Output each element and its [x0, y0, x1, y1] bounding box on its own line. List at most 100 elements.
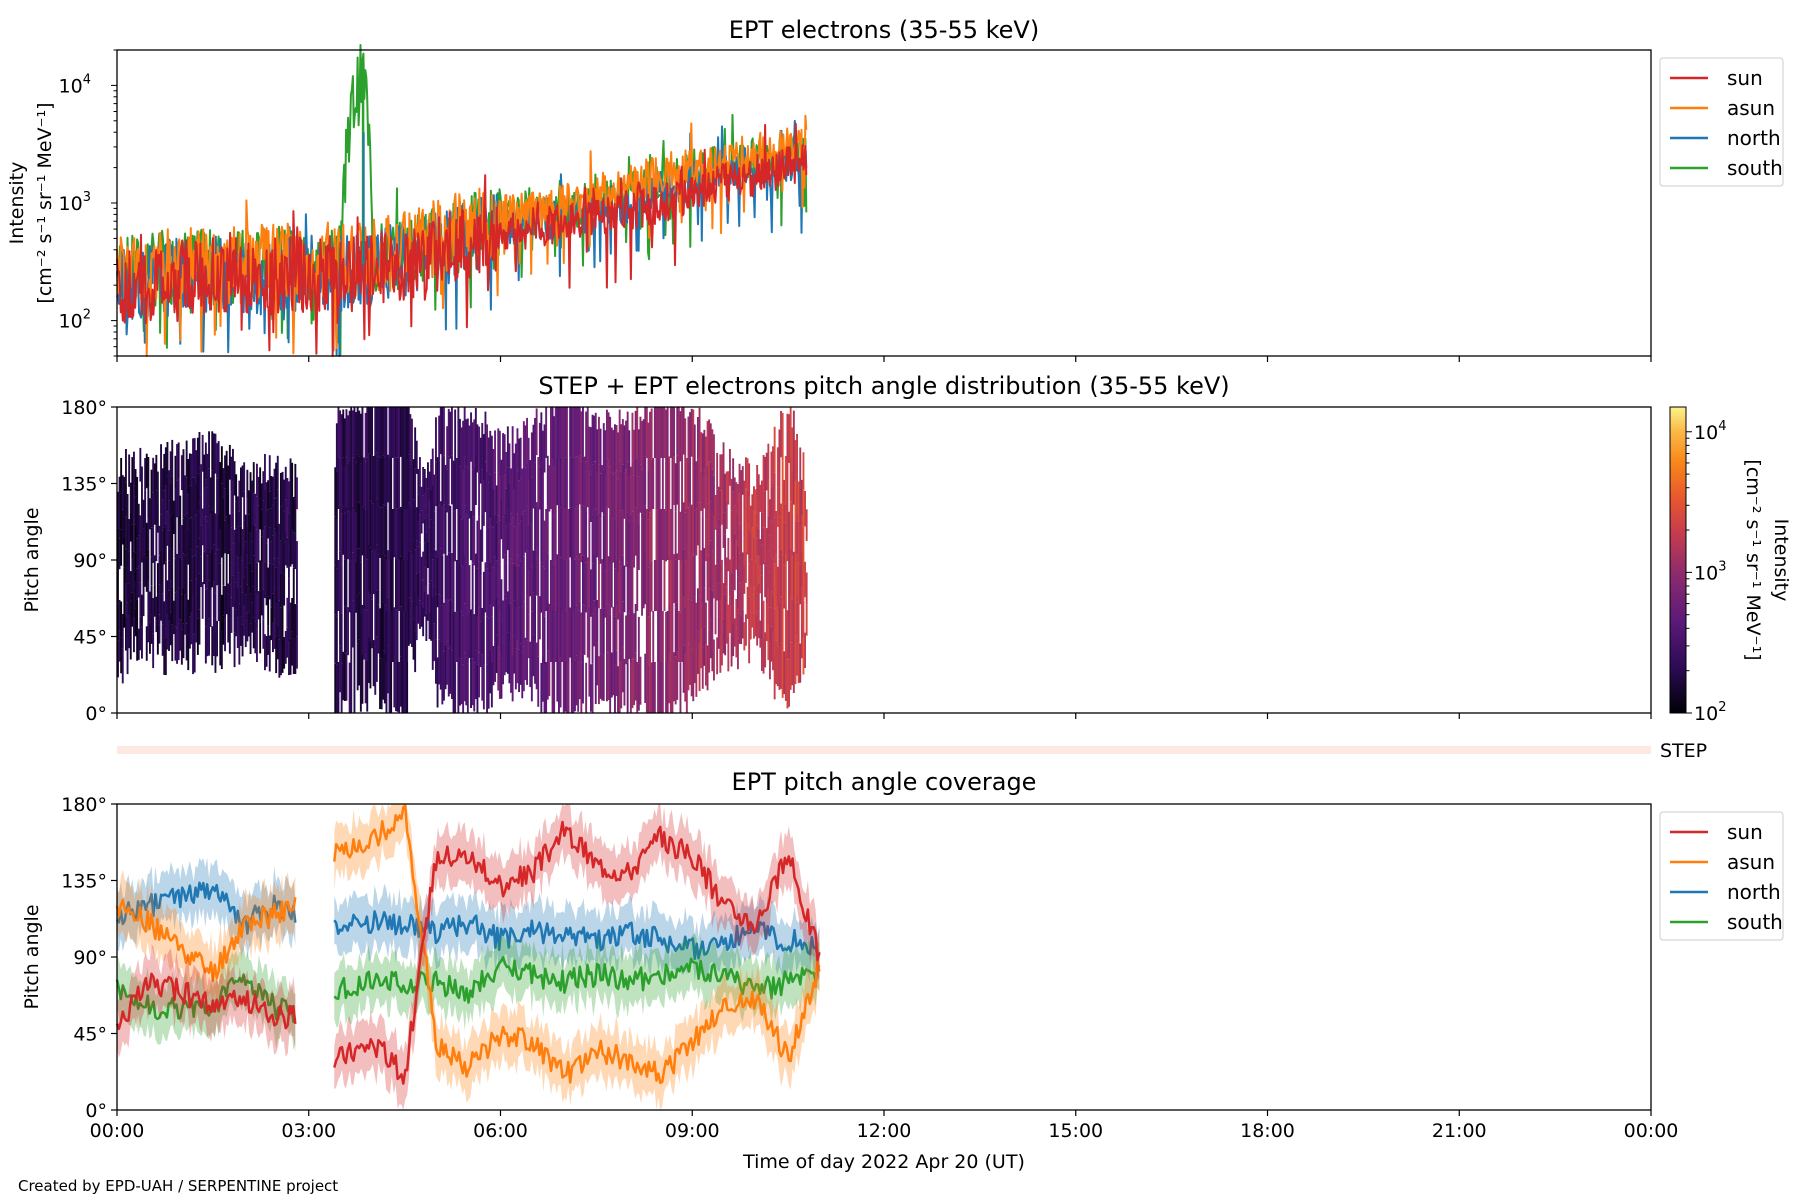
- heatmap-cell: [281, 639, 284, 673]
- heatmap-cell: [200, 494, 202, 526]
- heatmap-cell: [626, 662, 629, 713]
- heatmap-cell: [789, 454, 792, 502]
- heatmap-cell: [674, 463, 677, 512]
- heatmap-cell: [161, 593, 164, 625]
- heatmap-cell: [289, 602, 292, 639]
- heatmap-cell: [192, 595, 194, 635]
- legend-label-asun: asun: [1727, 850, 1775, 874]
- heatmap-cell: [241, 560, 244, 593]
- heatmap-cell: [534, 550, 536, 596]
- heatmap-cell: [193, 633, 196, 673]
- heatmap-cell: [134, 552, 137, 581]
- heatmap-cell: [296, 604, 298, 637]
- heatmap-cell: [168, 470, 170, 501]
- heatmap-cell: [235, 474, 238, 502]
- heatmap-cell: [358, 593, 361, 640]
- heatmap-cell: [689, 503, 691, 549]
- heatmap-cell: [388, 509, 391, 560]
- heatmap-cell: [521, 468, 524, 515]
- heatmap-cell: [459, 466, 461, 515]
- heatmap-cell: [393, 407, 396, 458]
- heatmap-cell: [179, 588, 182, 620]
- heatmap-cell: [412, 459, 415, 500]
- heatmap-cell: [524, 467, 527, 511]
- heatmap-cell: [637, 663, 640, 711]
- heatmap-cell: [232, 575, 234, 607]
- heatmap-cell: [232, 480, 234, 513]
- heatmap-cell: [164, 599, 167, 638]
- heatmap-cell: [390, 458, 393, 509]
- heatmap-cell: [558, 458, 560, 509]
- heatmap-cell: [358, 639, 361, 686]
- heatmap-cell: [612, 606, 615, 652]
- heatmap-cell: [497, 646, 500, 691]
- heatmap-cell: [133, 585, 135, 619]
- heatmap-cell: [606, 555, 608, 605]
- heatmap-cell: [345, 652, 348, 701]
- heatmap-cell: [655, 407, 658, 458]
- heatmap-cell: [733, 533, 736, 563]
- heatmap-cell: [641, 518, 643, 567]
- heatmap-cell: [685, 458, 688, 509]
- heatmap-cell: [690, 600, 693, 649]
- heatmap-cell: [578, 553, 581, 602]
- heatmap-cell: [235, 555, 238, 583]
- heatmap-cell: [446, 555, 449, 599]
- heatmap-cell: [171, 624, 174, 662]
- heatmap-cell: [503, 434, 506, 475]
- heatmap-cell: [569, 607, 572, 658]
- heatmap-cell: [180, 629, 183, 665]
- heatmap-cell: [401, 509, 404, 560]
- heatmap-cell: [609, 564, 612, 615]
- heatmap-cell: [348, 511, 351, 562]
- heatmap-cell: [511, 563, 514, 610]
- heatmap-cell: [741, 466, 744, 495]
- heatmap-cell: [147, 518, 150, 550]
- heatmap-cell: [498, 520, 501, 565]
- heatmap-cell: [548, 603, 551, 650]
- heatmap-cell: [540, 562, 543, 613]
- heatmap-cell: [198, 538, 201, 574]
- heatmap-cell: [708, 588, 711, 631]
- heatmap-cell: [684, 654, 687, 702]
- heatmap-cell: [121, 509, 124, 545]
- heatmap-cell: [682, 597, 685, 646]
- heatmap-cell: [660, 560, 663, 611]
- heatmap-cell: [769, 643, 771, 680]
- heatmap-cell: [209, 589, 212, 627]
- heatmap-cell: [200, 556, 202, 587]
- heatmap-cell: [695, 602, 698, 650]
- heatmap-cell: [593, 415, 596, 462]
- heatmap-cell: [580, 662, 583, 713]
- heatmap-cell: [767, 624, 770, 661]
- heatmap-cell: [543, 520, 546, 569]
- heatmap-cell: [566, 560, 568, 611]
- heatmap-cell: [174, 558, 177, 593]
- heatmap-cell: [695, 649, 698, 697]
- heatmap-cell: [764, 527, 767, 563]
- heatmap-cell: [772, 446, 774, 484]
- heatmap-cell: [208, 618, 210, 656]
- heatmap-cell: [802, 563, 805, 601]
- heatmap-cell: [518, 607, 520, 650]
- heatmap-cell: [730, 510, 733, 542]
- heatmap-cell: [708, 630, 711, 673]
- heatmap-cell: [465, 514, 468, 563]
- heatmap-cell: [459, 562, 461, 611]
- heatmap-cell: [160, 444, 162, 480]
- heatmap-cell: [701, 518, 704, 562]
- heatmap-cell: [169, 548, 172, 581]
- heatmap-cell: [471, 516, 474, 564]
- heatmap-cell: [471, 469, 474, 517]
- heatmap-cell: [717, 616, 720, 649]
- heatmap-cell: [606, 409, 608, 459]
- heatmap-cell: [208, 506, 210, 544]
- heatmap-cell: [692, 652, 695, 702]
- heatmap-cell: [235, 501, 238, 529]
- heatmap-cell: [364, 654, 367, 704]
- heatmap-cell: [759, 620, 762, 648]
- heatmap-cell: [730, 635, 733, 667]
- heatmap-cell: [185, 587, 188, 624]
- heatmap-cell: [559, 607, 562, 658]
- heatmap-cell: [784, 603, 787, 652]
